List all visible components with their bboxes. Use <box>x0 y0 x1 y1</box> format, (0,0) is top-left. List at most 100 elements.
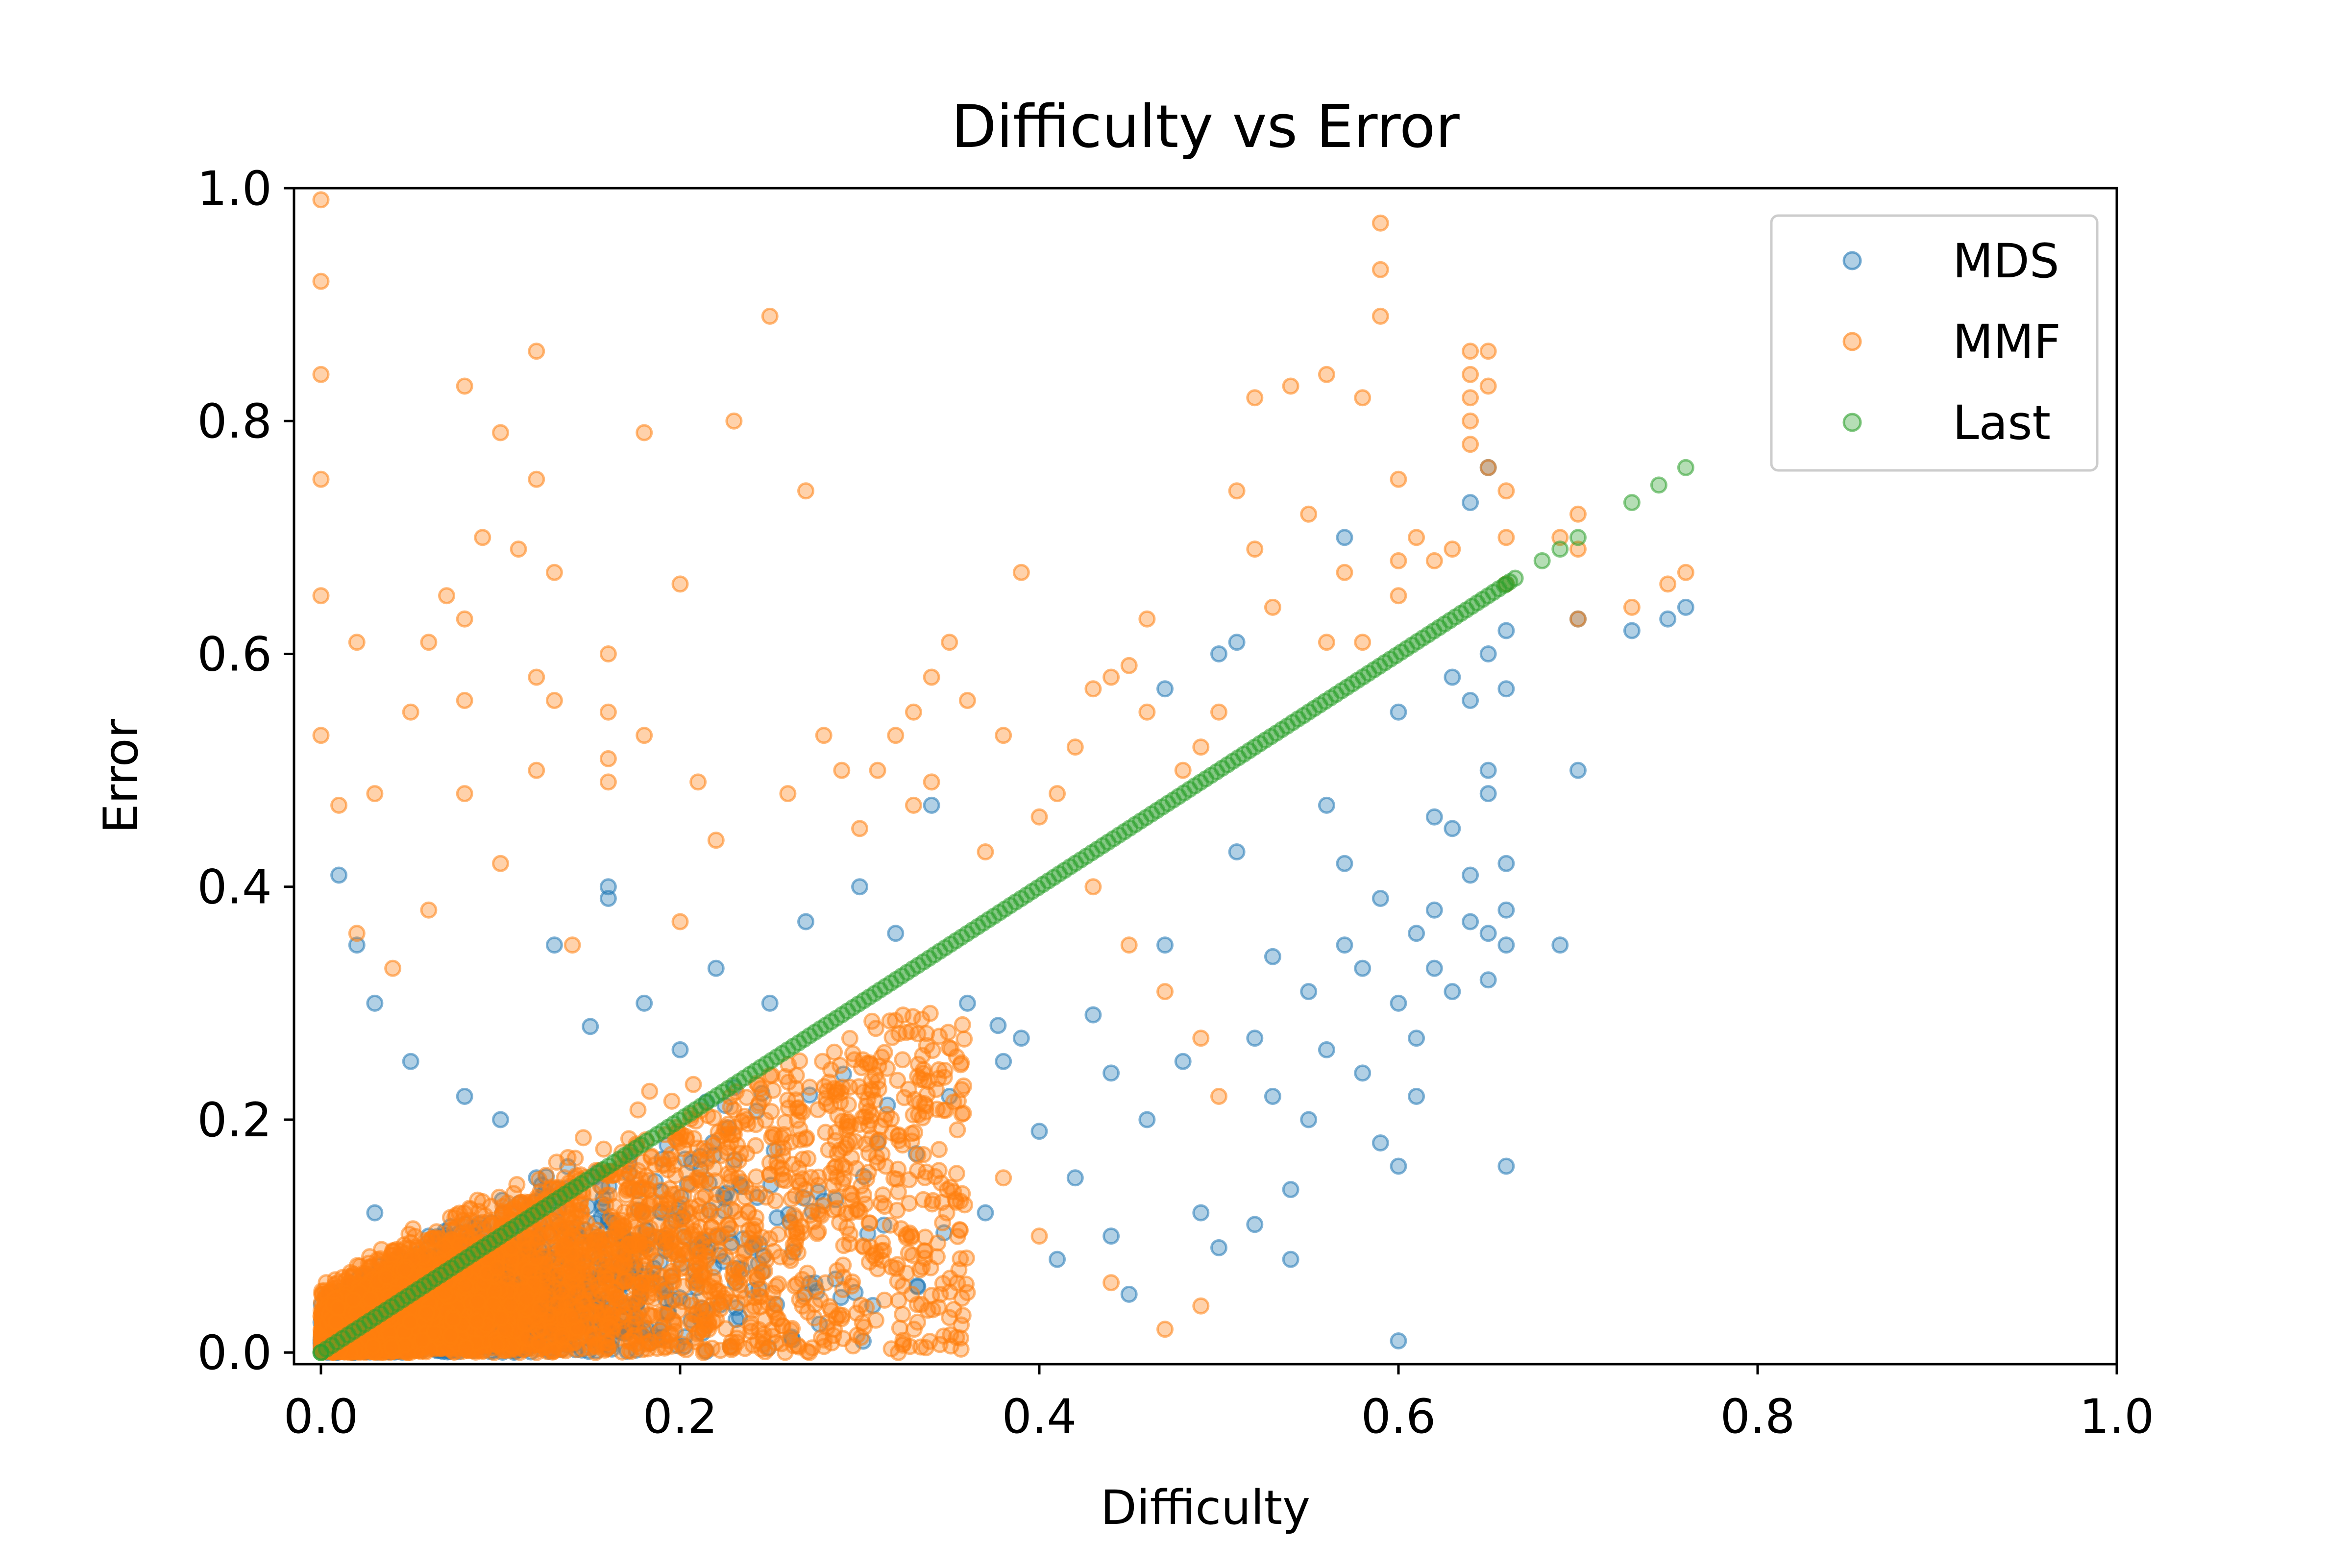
mds-point <box>1210 645 1227 662</box>
mds-point <box>797 913 814 931</box>
mds-point <box>1354 959 1372 977</box>
mds-point <box>1336 529 1353 546</box>
mds-point <box>851 878 868 896</box>
mds-point <box>1372 1134 1389 1152</box>
points-layer <box>312 191 1694 1361</box>
mds-point <box>1479 645 1497 662</box>
mds-point <box>1246 1029 1264 1047</box>
mds-point <box>1408 1088 1425 1105</box>
mds-point <box>1623 622 1641 639</box>
mds-point <box>1192 1204 1210 1222</box>
mds-point <box>1479 761 1497 779</box>
mds-point <box>1156 680 1174 698</box>
mmf-point <box>939 1024 957 1041</box>
mds-point <box>1677 598 1694 616</box>
mds-point <box>1318 1041 1335 1058</box>
mds-point <box>1246 1216 1264 1233</box>
mmf-point <box>894 1051 911 1069</box>
mds-point <box>1372 890 1389 907</box>
mmf-point <box>629 1101 647 1119</box>
mmf-point <box>931 1141 948 1158</box>
mds-point <box>1264 948 1281 965</box>
mds-point <box>1156 936 1174 954</box>
mds-point <box>989 1017 1007 1034</box>
mmf-point <box>595 1140 612 1158</box>
mds-point <box>1462 866 1479 884</box>
mmf-point <box>461 1200 478 1217</box>
mds-point <box>366 1204 384 1222</box>
mds-point <box>1174 1053 1192 1070</box>
mmf-point <box>890 1292 907 1309</box>
mmf-point <box>641 1082 659 1100</box>
mmf-point <box>685 1076 702 1093</box>
mds-point <box>599 890 617 907</box>
mds-point <box>1444 820 1461 837</box>
mds-point <box>761 994 779 1012</box>
mds-point <box>1030 1123 1048 1140</box>
mds-point <box>1408 925 1425 942</box>
mds-point <box>1425 959 1443 977</box>
mmf-point <box>574 1129 592 1147</box>
mds-point <box>1084 1006 1102 1024</box>
mds-point <box>1390 1157 1407 1175</box>
mds-point <box>1551 936 1569 954</box>
mds-point <box>1102 1227 1120 1245</box>
mds-point <box>1210 1239 1227 1256</box>
mds-point <box>366 994 384 1012</box>
mds-point <box>1300 1111 1318 1128</box>
mds-point <box>1228 634 1246 651</box>
mmf-point <box>794 1298 811 1315</box>
mds-point <box>707 959 725 977</box>
mds-point <box>582 1018 599 1035</box>
mds-point <box>1497 1157 1515 1175</box>
mds-point <box>923 796 940 814</box>
chart-title: Difficulty vs Error <box>951 93 1460 161</box>
mds-point <box>1462 692 1479 709</box>
mds-point <box>1282 1181 1299 1199</box>
mds-point <box>1300 983 1318 1001</box>
mds-point <box>1462 494 1479 512</box>
mds-point <box>1390 1332 1407 1349</box>
mds-point <box>887 925 905 942</box>
mds-point <box>1120 1285 1138 1303</box>
mds-point <box>1012 1029 1030 1047</box>
mds-point <box>1282 1250 1299 1268</box>
mds-point <box>1659 610 1677 628</box>
mmf-point <box>441 1209 459 1226</box>
mds-point <box>1264 1088 1281 1105</box>
mds-point <box>1497 680 1515 698</box>
mds-point <box>1497 901 1515 919</box>
mds-point <box>1408 1029 1425 1047</box>
mds-point <box>636 994 653 1012</box>
mds-point <box>995 1053 1012 1070</box>
mmf-point <box>388 1241 406 1258</box>
mmf-point <box>909 1146 927 1164</box>
mds-point <box>1390 994 1407 1012</box>
mds-point <box>1336 936 1353 954</box>
mds-point <box>1354 1064 1372 1082</box>
mds-point <box>1444 668 1461 686</box>
mds-point <box>1336 855 1353 872</box>
mds-point <box>1049 1250 1066 1268</box>
mds-point <box>1425 901 1443 919</box>
mmf-point <box>548 1153 565 1171</box>
mds-point <box>1390 703 1407 721</box>
mds-point <box>958 994 976 1012</box>
mds-point <box>1138 1111 1156 1128</box>
mds-point <box>1497 936 1515 954</box>
mds-point <box>1444 983 1461 1001</box>
mds-point <box>1425 808 1443 826</box>
mds-point <box>402 1053 419 1070</box>
mds-point <box>1066 1169 1084 1187</box>
mds-point <box>1318 796 1335 814</box>
mds-point <box>456 1088 473 1105</box>
mds-point <box>671 1041 689 1058</box>
mds-point <box>1102 1064 1120 1082</box>
mds-point <box>1479 971 1497 989</box>
mds-point <box>545 936 563 954</box>
mds-point <box>1497 855 1515 872</box>
mds-point <box>1462 913 1479 931</box>
mds-point <box>1497 622 1515 639</box>
mds-point <box>1479 785 1497 803</box>
